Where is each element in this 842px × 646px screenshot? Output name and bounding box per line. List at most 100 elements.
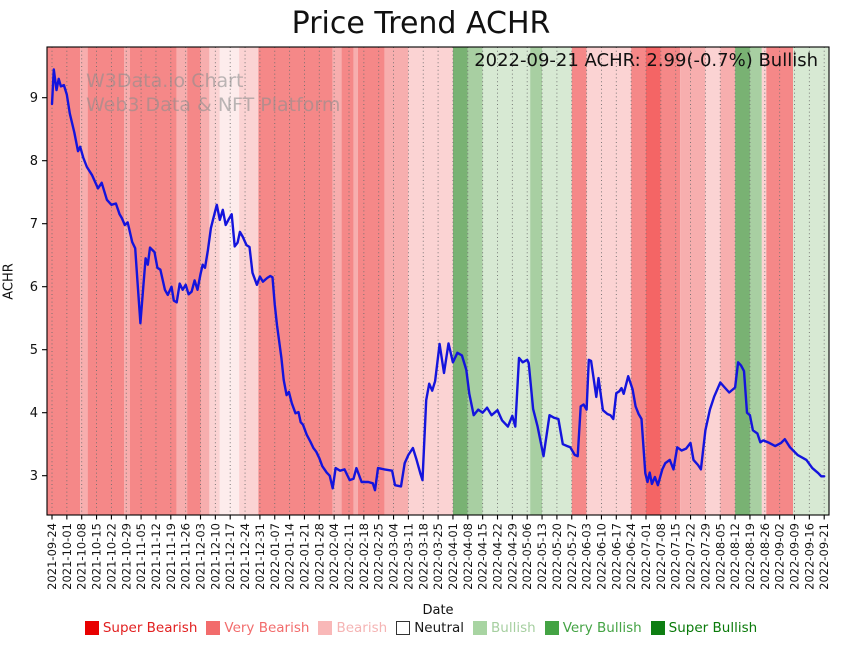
x-tick-label: 2021-10-01 — [60, 523, 74, 590]
legend-label: Bullish — [491, 620, 536, 636]
sentiment-band-bearish-pale — [761, 47, 767, 515]
legend-item-bearish: Bearish — [318, 620, 387, 636]
legend-swatch — [544, 621, 559, 635]
x-tick-label: 2022-05-27 — [565, 523, 579, 590]
x-tick-label: 2022-04-08 — [461, 523, 475, 590]
sentiment-band-bullish-medium — [749, 47, 762, 515]
x-tick-label: 2022-04-01 — [446, 523, 460, 590]
x-axis-label: Date — [422, 603, 454, 618]
x-tick-label: 2022-03-11 — [401, 523, 415, 590]
legend-swatch — [318, 621, 333, 635]
sentiment-band-very-bearish — [258, 47, 333, 515]
x-tick-label: 2022-01-21 — [297, 523, 311, 590]
latest-value-annotation: 2022-09-21 ACHR: 2.99(-0.7%) Bullish — [474, 50, 818, 71]
sentiment-band-very-bearish — [660, 47, 681, 515]
x-tick-label: 2022-07-29 — [698, 523, 712, 590]
sentiment-band-bearish-pale — [408, 47, 453, 515]
x-tick-label: 2021-11-19 — [164, 523, 178, 590]
x-tick-label: 2022-02-11 — [342, 523, 356, 590]
watermark: W3Data.io Chart Web3 Data & NFT Platform — [86, 70, 340, 118]
sentiment-band-bearish — [176, 47, 188, 515]
watermark-line2: Web3 Data & NFT Platform — [86, 93, 341, 116]
y-axis-label: ACHR — [1, 263, 17, 300]
x-tick-label: 2022-09-09 — [788, 523, 802, 590]
legend-label: Bearish — [336, 620, 388, 636]
legend-swatch — [473, 621, 488, 635]
sentiment-band-bullish-medium — [467, 47, 483, 515]
sentiment-band-very-bearish — [341, 47, 354, 515]
x-tick-label: 2022-02-04 — [327, 523, 341, 590]
x-tick-label: 2022-06-03 — [580, 523, 594, 590]
sentiment-band-very-bullish — [452, 47, 468, 515]
y-tick-label: 7 — [30, 217, 38, 232]
x-tick-label: 2021-11-12 — [149, 523, 163, 590]
legend-swatch — [206, 621, 221, 635]
x-tick-label: 2022-03-04 — [387, 523, 401, 590]
legend-swatch — [650, 621, 665, 635]
x-tick-label: 2022-05-13 — [535, 523, 549, 590]
sentiment-band-bearish — [384, 47, 409, 515]
legend-item-super-bullish: Super Bullish — [650, 620, 758, 636]
x-tick-label: 2021-11-26 — [179, 523, 193, 590]
sentiment-band-bearish — [332, 47, 342, 515]
x-tick-label: 2021-10-15 — [90, 523, 104, 590]
x-tick-label: 2022-09-21 — [817, 523, 831, 590]
x-tick-label: 2022-04-22 — [491, 523, 505, 590]
legend-label: Neutral — [414, 620, 465, 636]
x-tick-label: 2022-02-25 — [372, 523, 386, 590]
sentiment-legend: Super Bearish Very Bearish Bearish Neutral B… — [0, 620, 842, 636]
sentiment-band-very-bearish — [571, 47, 587, 515]
y-tick-label: 3 — [30, 469, 38, 484]
x-tick-label: 2022-09-16 — [802, 523, 816, 590]
legend-item-very-bullish: Very Bullish — [544, 620, 642, 636]
sentiment-band-bearish-pale — [239, 47, 259, 515]
x-tick-label: 2022-06-17 — [609, 523, 623, 590]
x-tick-label: 2021-10-29 — [119, 523, 133, 590]
sentiment-band-bearish-pale — [586, 47, 632, 515]
sentiment-band-bearish — [124, 47, 130, 515]
chart-title: Price Trend ACHR — [291, 6, 551, 41]
x-tick-label: 2022-01-28 — [312, 523, 326, 590]
x-tick-label: 2022-04-29 — [505, 523, 519, 590]
x-tick-label: 2021-12-03 — [194, 523, 208, 590]
y-tick-label: 8 — [30, 154, 38, 169]
x-tick-label: 2022-08-26 — [758, 523, 772, 590]
x-tick-label: 2021-12-10 — [208, 523, 222, 590]
sentiment-band-very-bearish — [357, 47, 385, 515]
x-tick-label: 2022-06-24 — [624, 523, 638, 590]
legend-label: Very Bearish — [224, 620, 310, 636]
x-tick-label: 2022-03-25 — [431, 523, 445, 590]
x-tick-label: 2022-05-20 — [550, 523, 564, 590]
legend-label: Super Bullish — [668, 620, 758, 636]
sentiment-band-very-bearish-strong — [646, 47, 661, 515]
sentiment-band-bearish — [720, 47, 736, 515]
sentiment-band-bullish — [482, 47, 531, 515]
sentiment-band-bearish — [353, 47, 358, 515]
x-tick-label: 2021-11-05 — [134, 523, 148, 590]
legend-item-super-bearish: Super Bearish — [84, 620, 197, 636]
y-tick-label: 9 — [30, 91, 38, 106]
sentiment-band-bearish — [200, 47, 210, 515]
legend-swatch — [396, 621, 411, 635]
x-tick-label: 2022-08-12 — [728, 523, 742, 590]
sentiment-band-bullish-medium — [530, 47, 543, 515]
y-tick-label: 6 — [30, 280, 38, 295]
x-tick-label: 2021-12-24 — [238, 523, 252, 590]
legend-swatch — [84, 621, 99, 635]
sentiment-band-neutral — [219, 47, 240, 515]
legend-item-bullish: Bullish — [473, 620, 536, 636]
x-tick-label: 2022-09-02 — [773, 523, 787, 590]
x-tick-label: 2021-09-24 — [45, 523, 59, 590]
sentiment-band-bullish — [793, 47, 829, 515]
x-tick-label: 2022-07-01 — [639, 523, 653, 590]
legend-label: Very Bullish — [562, 620, 642, 636]
sentiment-band-bearish-pale — [209, 47, 220, 515]
x-tick-label: 2022-05-06 — [520, 523, 534, 590]
x-tick-label: 2022-04-15 — [476, 523, 490, 590]
x-tick-label: 2022-07-15 — [669, 523, 683, 590]
y-axis-ticks-group: 3 4 5 6 7 8 9 — [30, 91, 47, 484]
sentiment-band-very-bearish — [766, 47, 794, 515]
x-axis-ticks-group: 2021-09-24 2021-10-01 2021-10-08 2021-10-15… — [45, 515, 831, 590]
